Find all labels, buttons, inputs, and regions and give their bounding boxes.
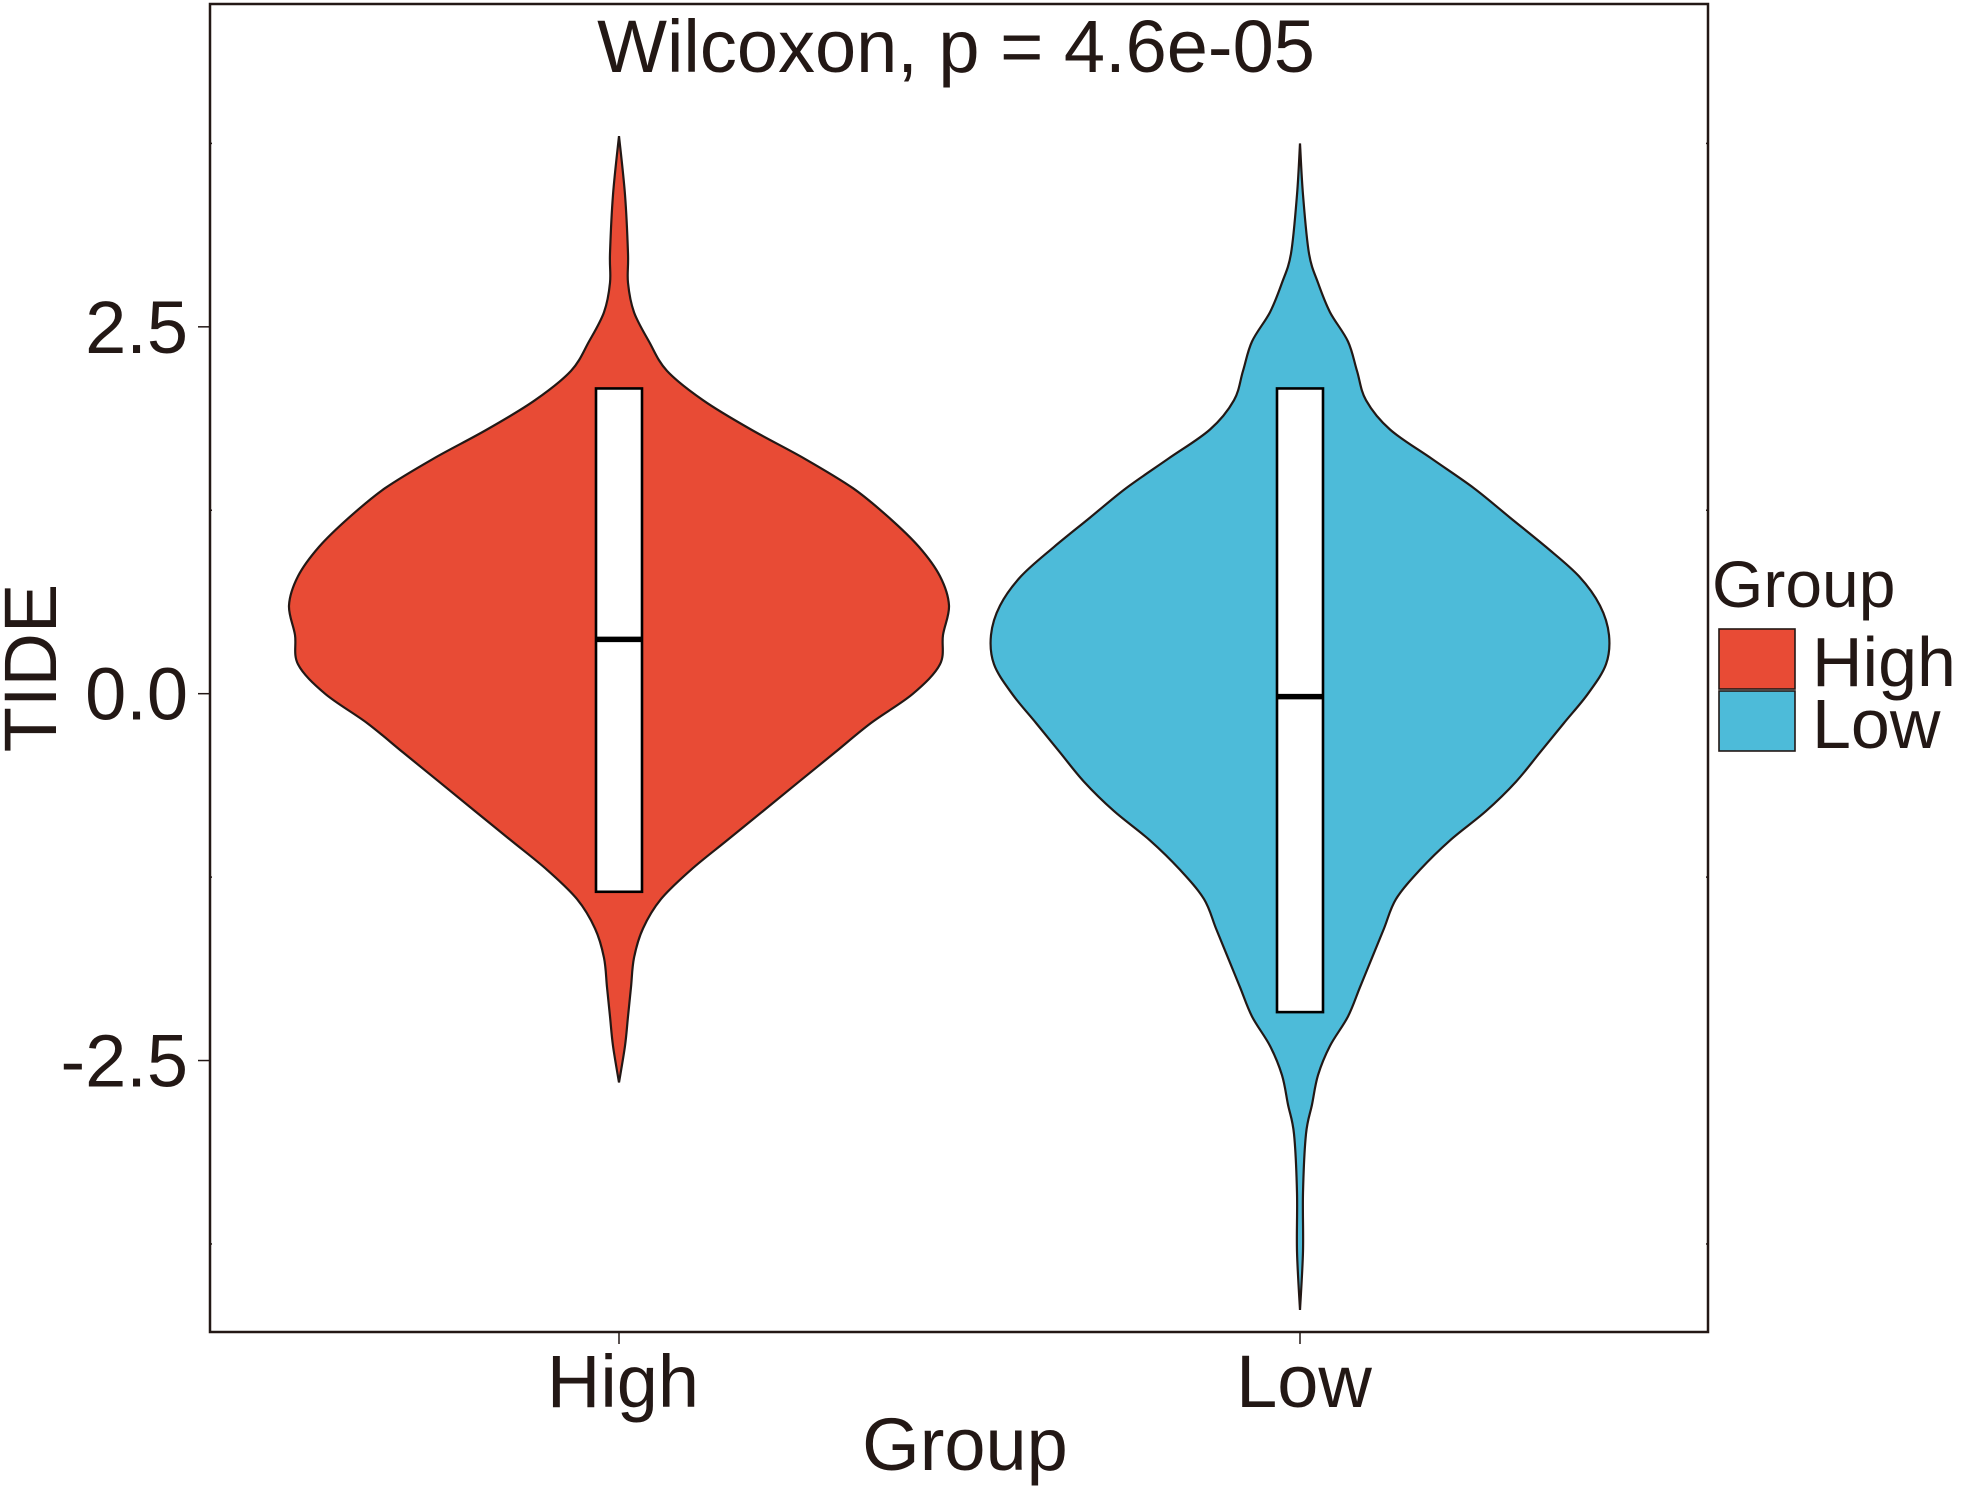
boxplots-layer [594, 387, 1325, 1014]
violins-layer [287, 135, 1611, 1311]
x-tick-label-high: High [547, 1340, 699, 1423]
x-axis: High Low [547, 1332, 1372, 1423]
legend-key-low [1718, 690, 1796, 752]
legend: Group High Low [1712, 547, 1956, 763]
y-tick-label: 2.5 [85, 286, 188, 369]
x-axis-title: Group [862, 1403, 1068, 1486]
y-axis: -2.5 0.0 2.5 [60, 142, 1708, 1245]
legend-label-high: High [1812, 623, 1956, 701]
y-tick-label: 0.0 [85, 653, 188, 736]
plot-panel-border [208, 2, 1710, 1334]
legend-key-high [1718, 628, 1796, 690]
boxplot-low [1275, 387, 1325, 1014]
y-tick-label: -2.5 [60, 1020, 188, 1103]
legend-title: Group [1712, 547, 1895, 621]
x-tick-label-low: Low [1236, 1340, 1372, 1423]
y-axis-title: TIDE [0, 584, 72, 753]
legend-label-low: Low [1812, 685, 1941, 763]
stat-test-annotation: Wilcoxon, p = 4.6e-05 [597, 5, 1315, 88]
